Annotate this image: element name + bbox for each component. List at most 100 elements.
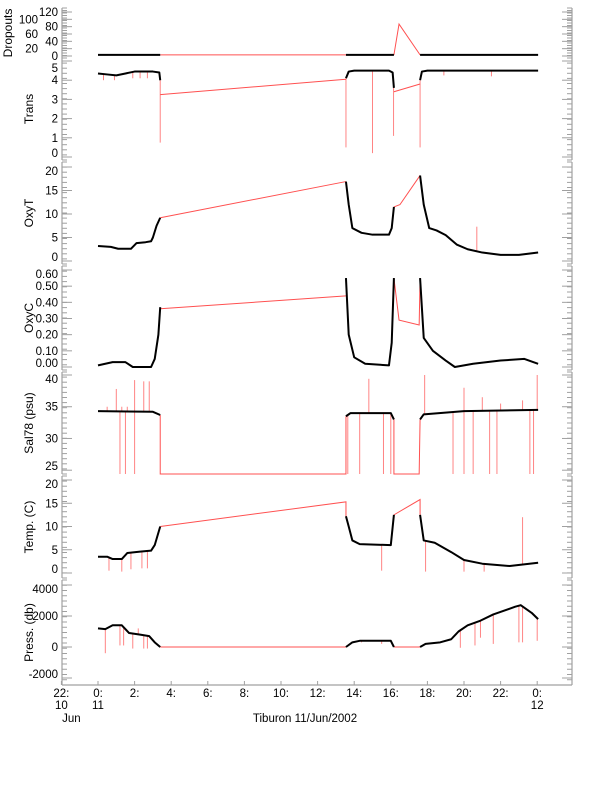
x-tick-day: 11 xyxy=(92,700,104,712)
x-tick-label: 10: xyxy=(273,688,289,700)
y-tick-label: 30 xyxy=(45,433,58,445)
y-tick-label: 0.00 xyxy=(36,358,58,370)
gap-line xyxy=(393,22,421,56)
y-tick-label: 40 xyxy=(45,36,58,48)
x-tick-label: 22: xyxy=(53,688,69,700)
y-tick-label: 20 xyxy=(45,479,58,491)
y-tick-label: 5 xyxy=(52,545,58,557)
y-tick-label: 0.20 xyxy=(36,330,58,342)
x-tick-day: 10 xyxy=(55,700,68,712)
data-series-sal78 xyxy=(419,408,539,421)
y-tick-label: -2000 xyxy=(29,669,58,681)
y-axis-label: OxyT xyxy=(22,198,36,227)
data-series-trans xyxy=(97,70,162,81)
y-tick-label: 0 xyxy=(52,564,58,576)
y-tick-label: 20 xyxy=(25,44,38,56)
y-tick-label: 5 xyxy=(52,63,58,75)
gap-line xyxy=(393,419,421,475)
x-axis-title: Tiburon 11/Jun/2002 xyxy=(253,713,357,725)
x-tick-label: 14: xyxy=(346,688,362,700)
y-tick-label: 5 xyxy=(52,233,58,245)
x-tick-label: 0: xyxy=(532,688,542,700)
y-axis-label: Temp. (C) xyxy=(22,501,36,554)
gap-line xyxy=(160,501,347,527)
panel-oxyc: 0.000.10 0.20 0.30 0.40 0.500.60 OxyC xyxy=(22,265,573,371)
y-tick-label: 10 xyxy=(45,522,58,534)
gap-line xyxy=(393,175,421,208)
data-series-oxyt xyxy=(344,181,395,236)
y-tick-label: 2000 xyxy=(32,611,58,623)
gap-line xyxy=(159,414,347,475)
y-axis-label: Press. (db) xyxy=(22,603,36,662)
y-tick-label: 25 xyxy=(45,461,58,473)
data-series-press xyxy=(419,604,539,648)
x-tick-label: 4: xyxy=(166,688,176,700)
y-axis-label: Sal78 (psu) xyxy=(22,392,36,453)
x-tick-label: 6: xyxy=(203,688,213,700)
y-axis-label: OxyC xyxy=(22,303,36,333)
data-series-temp xyxy=(98,526,162,561)
y-tick-label: 4000 xyxy=(32,584,58,596)
x-tick-label: 12: xyxy=(310,688,326,700)
y-tick-label: 0.40 xyxy=(36,297,58,309)
y-tick-label: 0 xyxy=(52,642,58,654)
y-tick-label: 10 xyxy=(45,209,58,221)
y-tick-label: 80 xyxy=(45,22,58,34)
x-tick-label: 16: xyxy=(383,688,399,700)
data-series-press xyxy=(97,624,161,648)
y-tick-label: 0 xyxy=(52,148,58,160)
gap-line xyxy=(393,498,421,516)
x-tick-label: 20: xyxy=(456,688,472,700)
x-tick-label: 22: xyxy=(493,688,509,700)
y-tick-label: 4 xyxy=(52,75,59,87)
y-tick-label: 15 xyxy=(45,186,58,198)
gap-line xyxy=(393,83,421,93)
y-axis-label: Trans xyxy=(22,94,36,124)
y-tick-label: 20 xyxy=(45,166,58,178)
gap-line xyxy=(160,181,347,219)
y-tick-label: 120 xyxy=(39,7,58,19)
y-tick-label: 0.10 xyxy=(36,346,58,358)
x-tick-label: 0: xyxy=(93,688,103,700)
gap-line xyxy=(160,295,346,310)
y-axis-label: Dropouts xyxy=(1,9,15,58)
data-series-oxyc xyxy=(97,307,162,368)
panel-temp: 0 5 10 15 20 Temp. (C) xyxy=(22,475,573,579)
y-tick-label: 15 xyxy=(45,498,58,510)
y-tick-label: 0.60 xyxy=(36,269,58,281)
x-tick-label: 8: xyxy=(240,688,250,700)
data-series-oxyc xyxy=(344,278,395,367)
gap-line xyxy=(393,278,421,326)
y-tick-label: 1 xyxy=(52,133,58,145)
y-tick-label: 0.30 xyxy=(36,314,58,326)
y-tick-label: 40 xyxy=(45,374,58,386)
x-tick-day: 12 xyxy=(531,700,544,712)
y-tick-label: 0 xyxy=(52,252,58,264)
panel-trans: 0 1 2 3 45 Trans xyxy=(22,57,573,161)
data-series-trans xyxy=(345,69,395,88)
data-series-trans xyxy=(419,69,539,81)
panel-oxyt: 0 5 10 15 20 OxyT xyxy=(22,161,573,265)
y-tick-label: 0.50 xyxy=(36,281,58,293)
data-series-sal78 xyxy=(97,410,161,416)
data-series-press xyxy=(345,639,395,648)
panel-sal78: 25 30 35 40 Sal78 (psu) xyxy=(22,371,573,475)
y-tick-label: 100 xyxy=(19,14,38,26)
gap-line xyxy=(160,78,347,96)
y-tick-label: 2 xyxy=(52,114,58,126)
panel-press: -2000 0 2000 4000 Press. (db) xyxy=(22,579,573,686)
y-tick-label: 0 xyxy=(52,51,58,63)
data-series-temp xyxy=(344,514,395,547)
y-tick-label: 35 xyxy=(45,402,58,414)
data-series-temp xyxy=(419,514,539,568)
x-tick-label: 2: xyxy=(130,688,140,700)
x-tick-month: Jun xyxy=(62,713,81,725)
data-series-oxyt xyxy=(419,175,539,256)
data-series-oxyt xyxy=(97,217,162,250)
y-tick-label: 60 xyxy=(25,29,38,41)
data-series-oxyc xyxy=(419,278,539,368)
y-tick-label: 3 xyxy=(52,94,58,106)
